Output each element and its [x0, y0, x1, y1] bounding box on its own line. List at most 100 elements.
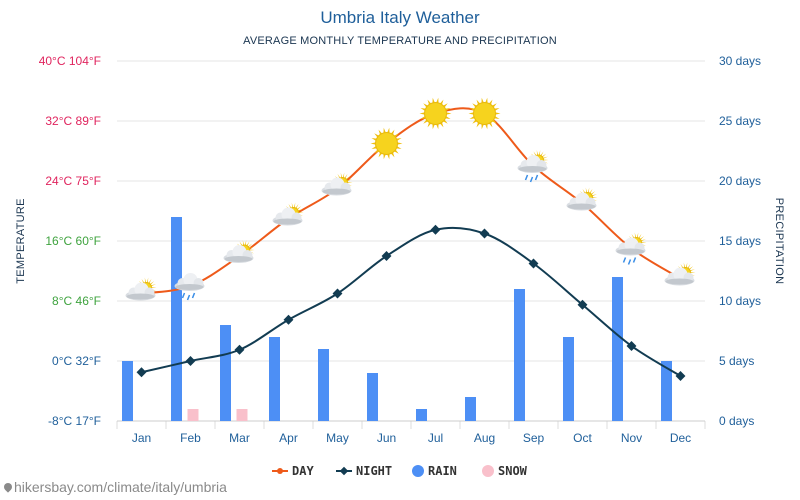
cloud-shape	[322, 188, 351, 195]
snow-bar	[187, 409, 199, 421]
sun-cloud-icon	[272, 202, 304, 226]
y-left-tick-label: 8°C 46°F	[52, 294, 101, 308]
sun-rain-cloud-icon	[517, 150, 549, 183]
sun-cloud-icon	[223, 240, 255, 263]
rain-bar	[465, 397, 476, 421]
cloud-shape	[273, 218, 302, 225]
precipitation-bars	[122, 217, 672, 421]
rain-bar	[612, 277, 623, 421]
x-tick-label: Jun	[377, 431, 396, 445]
rain-drop	[524, 174, 529, 181]
legend-label: DAY	[292, 464, 314, 478]
x-tick-label: Sep	[523, 431, 545, 445]
rain-bar	[563, 337, 574, 421]
sun-cloud-icon	[321, 172, 353, 196]
y-left-tick-label: 40°C 104°F	[39, 54, 101, 68]
night-point	[479, 228, 490, 239]
rain-bar	[171, 217, 182, 421]
legend-day-marker	[277, 468, 283, 474]
rain-drop	[191, 292, 196, 299]
sun-icon	[419, 97, 452, 130]
y-left-tick-label: 32°C 89°F	[45, 114, 101, 128]
legend-snow-marker	[482, 465, 494, 477]
cloud-shape	[224, 256, 253, 262]
watermark[interactable]: hikersbay.com/climate/italy/umbria	[2, 479, 227, 495]
legend-item-snow: SNOW	[482, 464, 528, 478]
night-point	[283, 314, 294, 325]
sun-disc	[375, 132, 398, 155]
y-right-tick-label: 5 days	[719, 354, 754, 368]
y-right-tick-label: 30 days	[719, 54, 761, 68]
rain-bar	[367, 373, 378, 421]
rain-bar	[514, 289, 525, 421]
legend-item-rain: RAIN	[412, 464, 457, 478]
night-point	[136, 367, 147, 378]
rain-bar	[122, 361, 133, 421]
x-tick-label: Nov	[621, 431, 642, 445]
night-point	[577, 299, 588, 310]
x-tick-label: Dec	[670, 431, 691, 445]
night-point	[332, 288, 343, 299]
watermark-text: hikersbay.com/climate/italy/umbria	[14, 479, 227, 495]
y-right-tick-label: 25 days	[719, 114, 761, 128]
x-tick-label: Aug	[474, 431, 495, 445]
legend-item-day: DAY	[272, 464, 314, 478]
axes: -8°C 17°F 0 days 0°C 32°F 5 days 8°C 46°F 10 …	[15, 54, 785, 445]
day-temperature-line	[141, 107, 682, 295]
legend-label: NIGHT	[356, 464, 392, 478]
night-point	[381, 251, 392, 261]
legend-night-marker	[339, 466, 349, 476]
rain-drop	[534, 174, 539, 181]
x-tick-label: Feb	[180, 431, 201, 445]
night-point	[234, 344, 245, 355]
sun-cloud-icon	[664, 262, 696, 286]
y-left-tick-label: 24°C 75°F	[45, 174, 101, 188]
legend-rain-marker	[412, 465, 424, 477]
x-tick-label: Oct	[573, 431, 592, 445]
y-right-tick-label: 0 days	[719, 414, 754, 428]
y-left-axis-title: TEMPERATURE	[15, 198, 27, 284]
weather-icons	[125, 97, 696, 301]
y-right-axis-title: PRECIPITATION	[773, 198, 785, 285]
rain-bar	[220, 325, 231, 421]
y-left-tick-label: 16°C 60°F	[45, 234, 101, 248]
rain-drop	[181, 292, 186, 299]
x-tick-label: Jan	[132, 431, 151, 445]
snow-bar	[236, 409, 248, 421]
x-tick-label: Jul	[428, 431, 443, 445]
grid-lines	[116, 60, 706, 429]
night-point	[626, 341, 637, 351]
cloud-shape	[665, 278, 694, 285]
y-left-tick-label: 0°C 32°F	[52, 354, 101, 368]
cloud-shape	[175, 284, 204, 290]
night-point	[675, 371, 686, 381]
x-tick-label: May	[326, 431, 349, 445]
cloud-shape	[616, 248, 645, 255]
x-tick-label: Apr	[279, 431, 298, 445]
cloud-shape	[126, 293, 155, 300]
sun-cloud-icon	[125, 277, 157, 301]
rain-bar	[318, 349, 329, 421]
legend: DAY NIGHT RAIN SNOW	[272, 464, 528, 478]
location-pin-icon	[2, 481, 14, 493]
legend-label: SNOW	[498, 464, 528, 478]
y-right-tick-label: 20 days	[719, 174, 761, 188]
rain-drop	[529, 176, 534, 183]
night-point	[528, 258, 539, 269]
rain-drop	[627, 259, 632, 265]
legend-item-night: NIGHT	[336, 464, 392, 478]
night-point	[185, 356, 196, 366]
x-tick-label: Mar	[229, 431, 250, 445]
rain-bar	[269, 337, 280, 421]
rain-cloud-icon	[174, 273, 205, 301]
y-right-tick-label: 15 days	[719, 234, 761, 248]
cloud-shape	[567, 203, 596, 210]
night-point	[430, 224, 441, 235]
cloud-shape	[518, 166, 547, 172]
sun-cloud-icon	[566, 187, 598, 211]
rain-bar	[416, 409, 427, 421]
y-left-tick-label: -8°C 17°F	[48, 414, 101, 428]
sun-disc	[424, 102, 447, 125]
